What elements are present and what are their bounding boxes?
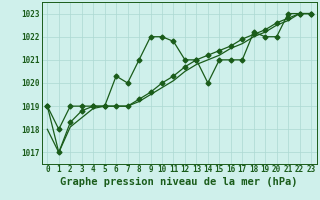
X-axis label: Graphe pression niveau de la mer (hPa): Graphe pression niveau de la mer (hPa): [60, 177, 298, 187]
